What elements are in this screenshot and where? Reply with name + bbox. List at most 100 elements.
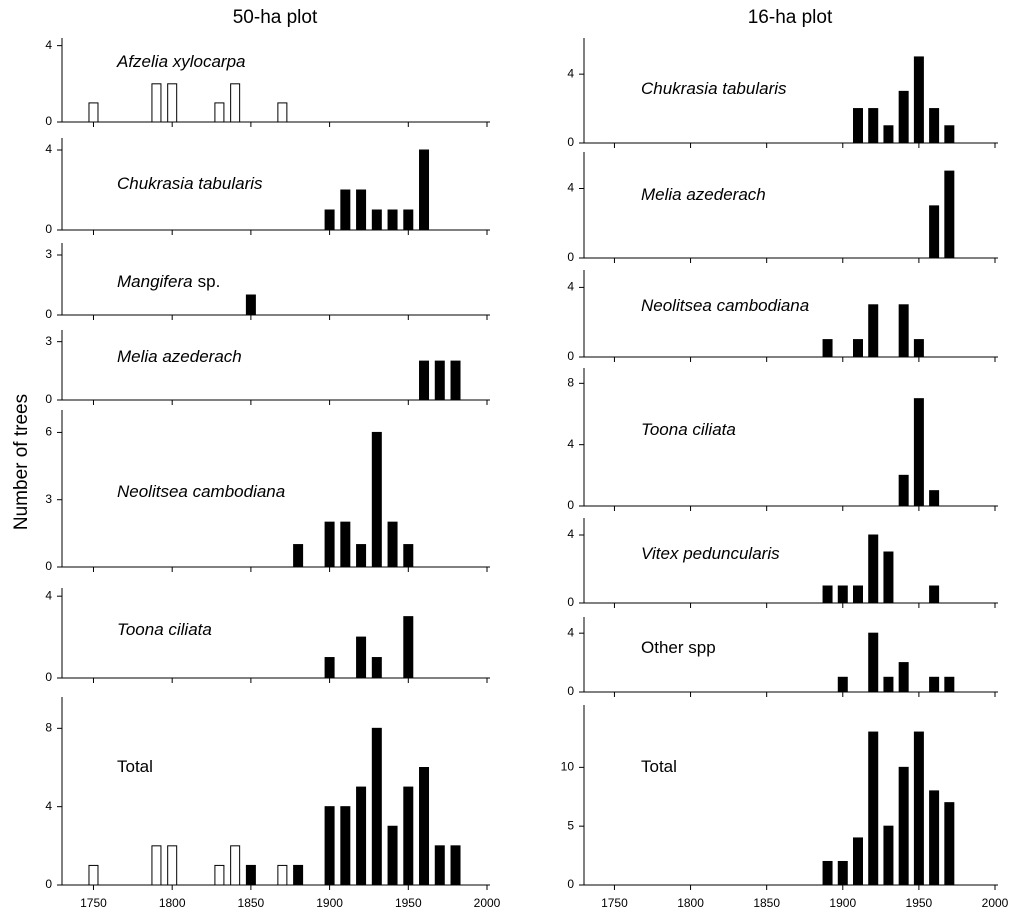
bar xyxy=(387,825,398,886)
x-tick-label: 1900 xyxy=(316,896,343,910)
panel-label-part: Chukrasia tabularis xyxy=(117,174,263,193)
panel-label-part: Other spp xyxy=(641,638,716,657)
bar xyxy=(853,108,863,144)
panel-label-part: Neolitsea cambodiana xyxy=(117,482,285,501)
bar xyxy=(387,521,398,568)
bar xyxy=(340,806,351,886)
bar xyxy=(868,731,879,886)
bar xyxy=(167,845,178,886)
y-tick-label: 10 xyxy=(561,760,575,774)
bar xyxy=(214,102,225,123)
column-title: 16-ha plot xyxy=(748,7,833,28)
panel-label-part: Total xyxy=(641,757,677,776)
x-tick-label: 1900 xyxy=(829,896,856,910)
bar xyxy=(929,108,940,144)
bar xyxy=(898,766,909,886)
bar xyxy=(883,551,894,604)
x-tick-label: 1800 xyxy=(677,896,704,910)
bar xyxy=(356,189,367,231)
bar xyxy=(944,170,955,259)
bar xyxy=(929,205,940,259)
y-axis-label: Number of trees xyxy=(11,394,32,530)
panel-label: Total xyxy=(117,757,153,776)
bar xyxy=(868,534,879,604)
bar xyxy=(403,544,414,568)
y-tick-label: 0 xyxy=(567,135,574,149)
bar xyxy=(324,806,335,886)
bar xyxy=(944,676,955,693)
bar xyxy=(371,727,382,886)
y-tick-label: 0 xyxy=(45,392,52,406)
bar xyxy=(868,108,879,144)
bar xyxy=(822,860,833,886)
y-tick-label: 0 xyxy=(45,307,52,321)
panel-label: Other spp xyxy=(641,638,716,657)
bar xyxy=(898,474,909,507)
x-tick-label: 1850 xyxy=(238,896,265,910)
panel-label-part: Chukrasia tabularis xyxy=(641,79,787,98)
y-tick-label: 4 xyxy=(45,142,52,156)
bar xyxy=(929,676,940,693)
bar xyxy=(883,676,894,693)
bar xyxy=(419,767,430,886)
y-tick-label: 0 xyxy=(45,877,52,891)
y-tick-label: 0 xyxy=(567,498,574,512)
bar xyxy=(230,83,241,123)
bar xyxy=(434,360,445,401)
y-tick-label: 4 xyxy=(567,527,574,541)
bar xyxy=(822,585,833,604)
x-tick-label: 1850 xyxy=(753,896,780,910)
y-tick-label: 4 xyxy=(45,799,52,813)
bar xyxy=(450,360,461,401)
x-tick-label: 1750 xyxy=(80,896,107,910)
bar xyxy=(868,304,879,358)
panel-label: Mangifera sp. xyxy=(117,272,220,291)
bar xyxy=(944,802,955,886)
bar xyxy=(371,431,382,568)
panel-label: Melia azederach xyxy=(117,347,242,366)
y-tick-label: 4 xyxy=(567,625,574,639)
panel-label-part: Afzelia xylocarpa xyxy=(116,52,246,71)
bar xyxy=(822,339,833,358)
bar xyxy=(434,845,445,886)
bar xyxy=(356,544,367,568)
panel-label: Chukrasia tabularis xyxy=(117,174,263,193)
y-tick-label: 0 xyxy=(567,349,574,363)
bar xyxy=(324,521,335,568)
bar xyxy=(151,845,162,886)
bar xyxy=(324,209,335,231)
y-tick-label: 0 xyxy=(45,670,52,684)
bar xyxy=(356,786,367,886)
bar xyxy=(167,83,178,123)
bar xyxy=(419,149,430,231)
bar xyxy=(293,864,304,886)
panel-label-part: Toona ciliata xyxy=(641,420,736,439)
bar xyxy=(837,860,848,886)
panel-label: Toona ciliata xyxy=(117,620,212,639)
bar xyxy=(929,490,940,507)
y-tick-label: 3 xyxy=(45,492,52,506)
bar xyxy=(913,56,924,144)
bar xyxy=(403,786,414,886)
bar xyxy=(230,845,241,886)
y-tick-label: 4 xyxy=(567,280,574,294)
x-tick-label: 1800 xyxy=(159,896,186,910)
bar xyxy=(929,790,940,886)
x-tick-label: 2000 xyxy=(474,896,501,910)
bar xyxy=(245,864,256,886)
bar xyxy=(387,209,398,231)
y-tick-label: 0 xyxy=(45,114,52,128)
panel-label: Melia azederach xyxy=(641,185,766,204)
bar xyxy=(929,585,940,604)
bar xyxy=(277,102,288,123)
bar xyxy=(371,209,382,231)
bar xyxy=(419,360,430,401)
bar xyxy=(245,294,256,316)
panel-label: Chukrasia tabularis xyxy=(641,79,787,98)
y-tick-label: 4 xyxy=(567,66,574,80)
bar xyxy=(898,90,909,144)
x-tick-label: 1950 xyxy=(906,896,933,910)
bar xyxy=(898,662,909,693)
y-tick-label: 3 xyxy=(45,247,52,261)
